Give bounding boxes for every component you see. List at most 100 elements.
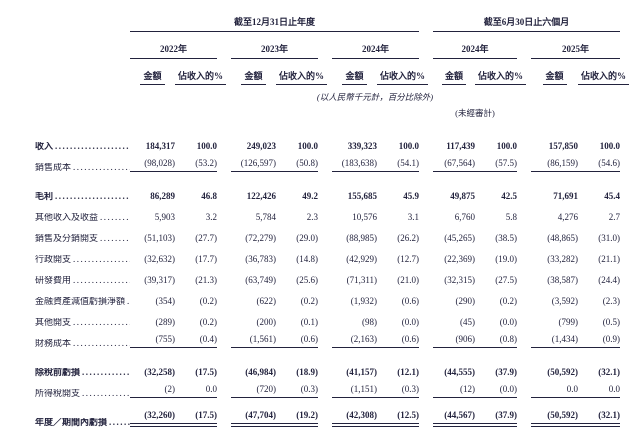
pct-cell: 45.9 [377,174,419,201]
row-label-text: 銷售及分銷開支 [35,234,99,243]
amount-cell: (63,749) [217,264,276,285]
cell-value: 5.8 [505,212,518,222]
pct-cell: (21.0) [377,264,419,285]
cell-value: 117,439 [446,141,476,151]
pct-cell: 2.3 [276,201,318,222]
amount-header: 金額 [419,59,475,85]
amount-cell: (38,587) [517,264,578,285]
pct-cell: 5.8 [475,201,517,222]
spacer-row [35,117,620,130]
cell-value: (32,258) [144,367,175,377]
pct-cell: (32.1) [578,350,620,377]
year-header-row: 2022年 2023年 2024年 2024年 2025年 [35,32,621,59]
amount-cell: (44,555) [419,350,475,377]
amount-cell: 117,439 [419,130,475,151]
cell-value: (44,555) [444,367,476,377]
row-label: 收入......................................… [35,130,130,151]
amount-cell: (45,265) [419,222,475,243]
cell-value: (51,103) [144,233,175,243]
cell-value: (755) [130,335,175,348]
amount-cell: (32,260) [130,400,175,429]
cell-value: (0.1) [300,317,318,327]
pct-cell: (0.3) [276,377,318,400]
cell-value: (32,315) [444,275,476,285]
amount-cell: (755) [130,327,175,350]
pct-cell: (0.6) [377,285,419,306]
amount-cell: (86,159) [517,151,579,174]
amount-cell: (2) [130,377,175,400]
table-row: 年度／期間內虧損................................… [35,400,621,429]
units-note: (以人民幣千元計，百分比除外) [316,91,434,102]
cell-value: (24.4) [598,275,621,285]
pct-cell: 3.2 [175,201,217,222]
pct-cell: (17.7) [175,243,217,264]
amount-cell: (98,028) [130,151,175,174]
amount-cell: (51,103) [130,222,175,243]
table-row: 研發費用....................................… [35,264,620,285]
pct-cell: (2.3) [578,285,620,306]
cell-value: 155,685 [347,191,377,201]
cell-value: 100.0 [297,141,318,151]
year-label: 2022年 [130,45,217,59]
pct-cell: 100.0 [578,130,620,151]
cell-value: (86,159) [531,159,579,172]
pct-cell: (25.6) [276,264,318,285]
cell-value: (17.5) [195,367,217,377]
cell-value: (53.2) [175,159,217,172]
amount-cell: (720) [217,377,276,400]
cell-value: (126,597) [231,159,276,172]
financial-statements-page: 截至12月31日止年度 截至6月30日止六個月 2022年 2023年 2024年 2… [35,8,630,429]
amount-header-label: 金額 [542,72,567,85]
amount-cell: 86,289 [130,174,175,201]
amount-cell: 0.0 [517,377,579,400]
dot-leader: ........................................… [82,389,130,398]
cell-value: (50,592) [531,411,579,427]
amount-cell: (290) [419,285,476,306]
cell-value: (98) [362,317,377,327]
cell-value: (54.6) [578,159,621,172]
pct-cell: (37.9) [475,400,518,429]
row-label-text: 所得稅開支 [35,389,81,398]
pct-header-label: 佔收入的% [276,72,328,85]
unaudited-note-row: (未經審計) [35,101,620,117]
cell-value: (19.2) [276,411,318,427]
cell-value: (41,157) [346,367,377,377]
amount-header: 金額 [217,59,276,85]
pct-cell: (0.2) [475,285,517,306]
pct-cell: (37.9) [475,350,517,377]
empty-cell [35,101,419,117]
cell-value: (3,592) [551,296,579,306]
cell-value: (32.1) [578,411,621,427]
cell-value: 2.7 [608,212,621,222]
row-label: 銷售成本....................................… [35,151,130,174]
pct-cell: (21.1) [578,243,620,264]
amount-cell: (126,597) [217,151,276,174]
amount-cell: 6,760 [419,201,475,222]
pct-cell: (0.0) [475,306,517,327]
cell-value: (32,260) [130,411,175,427]
pct-header: 佔收入的% [475,59,527,85]
cell-value: 49.2 [302,191,318,201]
pct-header: 佔收入的% [578,59,630,85]
cell-value: (72,279) [245,233,276,243]
pct-cell: 0.0 [175,377,217,400]
cell-value: (54.1) [377,159,420,172]
cell-value: (12.7) [397,254,420,264]
year-label: 2024年 [332,45,420,59]
cell-value: (31.0) [598,233,621,243]
amount-cell: (39,317) [130,264,175,285]
cell-value: (36,783) [245,254,276,264]
dot-leader: ........................................… [73,276,130,285]
cell-value: (2.3) [602,296,621,306]
amount-header-label: 金額 [342,72,367,85]
cell-value: 0.0 [175,385,217,398]
pct-cell: 3.1 [377,201,419,222]
cell-value: (0.3) [377,385,420,398]
cell-value: 71,691 [553,191,579,201]
amount-cell: (622) [217,285,277,306]
cell-value: (354) [155,296,176,306]
cell-value: (0.0) [401,317,420,327]
amount-header-label: 金額 [241,72,266,85]
pct-cell: (0.5) [578,306,620,327]
cell-value: (98,028) [130,159,175,172]
